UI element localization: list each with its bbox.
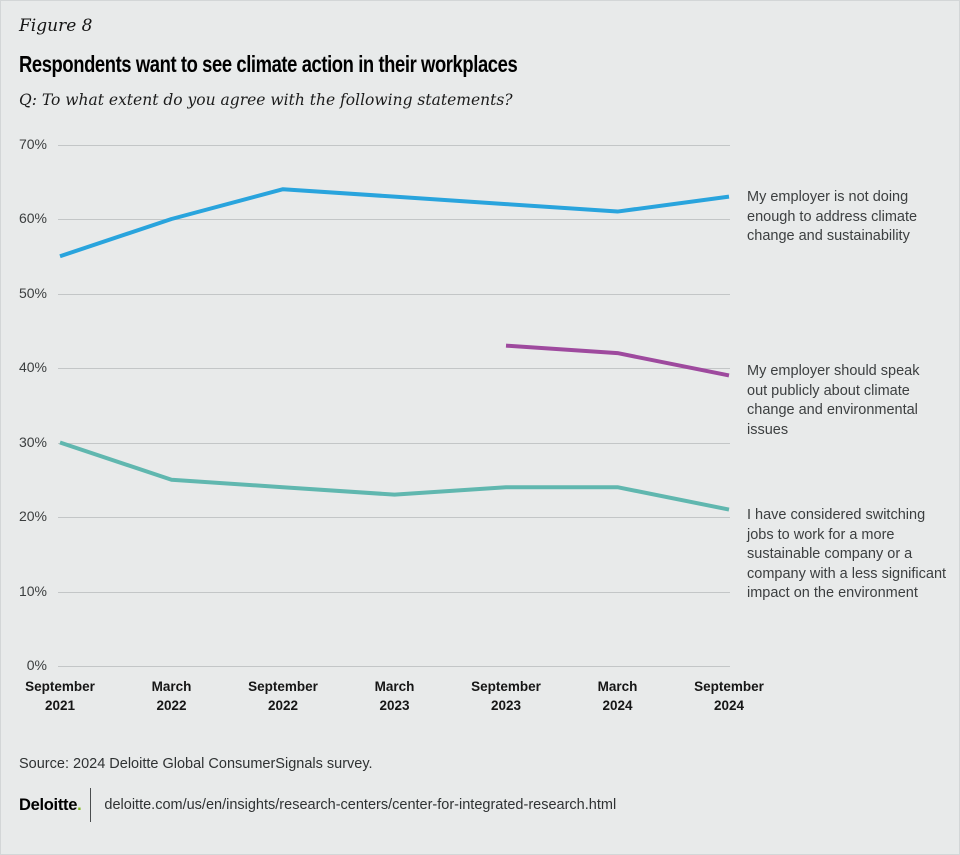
y-axis-tick-label: 70% [18, 135, 47, 152]
footer-brand-row: Deloitte. deloitte.com/us/en/insights/re… [19, 788, 616, 822]
x-axis-tick-label: September 2021 [25, 679, 95, 713]
y-axis-tick-label: 60% [18, 210, 47, 226]
series-label-considered-switching-jobs: I have considered switching jobs to work… [747, 507, 947, 601]
survey-question-subtitle: Q: To what extent do you agree with the … [19, 91, 513, 109]
gridline [58, 144, 730, 146]
deloitte-logo: Deloitte. [19, 795, 82, 814]
x-axis-tick-label: September 2023 [471, 679, 541, 713]
x-axis-tick-label: March 2023 [374, 679, 415, 713]
figure-number-label: Figure 8 [19, 16, 93, 36]
y-axis-tick-label: 20% [18, 508, 47, 524]
x-axis-tick-label: September 2022 [248, 679, 318, 713]
gridline [58, 368, 730, 369]
y-axis-tick-label: 40% [18, 359, 47, 375]
x-axis-tick-label: September 2024 [694, 679, 764, 713]
source-note: Source: 2024 Deloitte Global ConsumerSig… [19, 756, 373, 772]
gridline [58, 517, 730, 518]
series-label-employer-not-doing-enough: My employer is not doing enough to addre… [747, 189, 918, 244]
gridline [58, 442, 730, 444]
footer-divider [90, 788, 92, 822]
series-label-employer-should-speak-out: My employer should speak out publicly ab… [747, 363, 920, 438]
gridline [58, 219, 730, 220]
footer-url: deloitte.com/us/en/insights/research-cen… [104, 797, 617, 813]
y-axis-tick-label: 10% [18, 582, 47, 599]
x-axis-tick-label: March 2024 [597, 679, 638, 713]
series-line-employer-should-speak-out [505, 343, 730, 378]
y-axis-tick-label: 0% [26, 657, 47, 673]
x-axis-tick-label: March 2022 [151, 679, 192, 713]
gridline [58, 591, 730, 593]
gridline [58, 666, 730, 667]
page-title: Respondents want to see climate action i… [19, 51, 518, 77]
series-line-employer-not-doing-enough [59, 187, 730, 259]
deloitte-logo-green-dot: . [77, 795, 82, 814]
y-axis-tick-label: 50% [18, 284, 47, 301]
gridline [58, 293, 730, 295]
series-line-considered-switching-jobs [59, 440, 730, 512]
y-axis-tick-label: 30% [18, 433, 47, 450]
